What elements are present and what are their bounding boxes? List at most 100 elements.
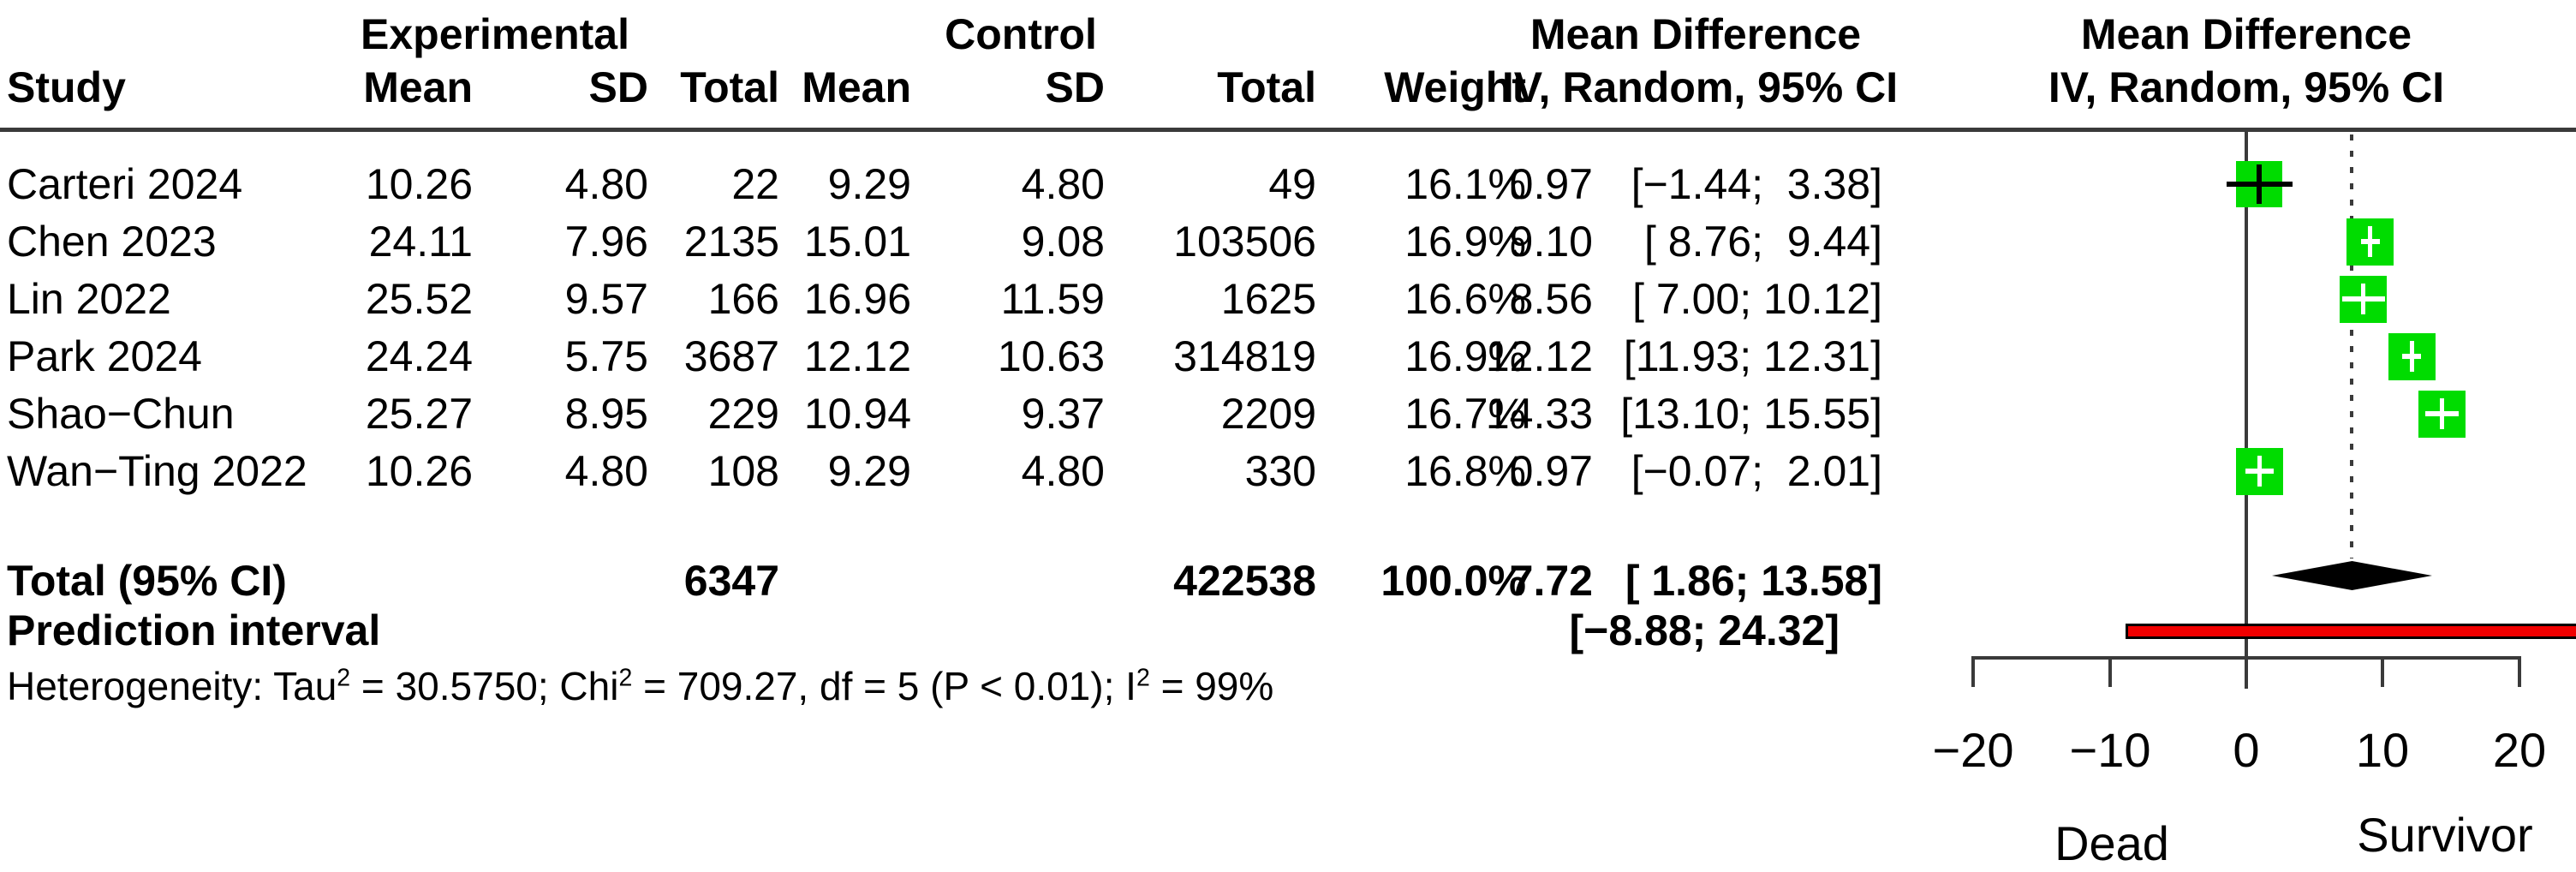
cell-sd-exp: 9.57 <box>564 275 648 323</box>
md-tick <box>2440 398 2444 429</box>
cell-md: 0.97 <box>1509 160 1593 208</box>
study-label: Carteri 2024 <box>7 160 243 208</box>
col-header-sd-ctrl: SD <box>1045 63 1105 111</box>
cell-md: 0.97 <box>1509 447 1593 495</box>
cell-mean-exp: 25.27 <box>365 390 473 438</box>
axis-tick-label: 0 <box>2233 723 2260 777</box>
cell-mean-ctrl: 12.12 <box>803 332 911 380</box>
col-header-study: Study <box>7 63 126 111</box>
total-ctrl-n: 422538 <box>1173 557 1316 605</box>
cell-total-ctrl: 103506 <box>1173 218 1316 266</box>
total-weight: 100.0% <box>1380 557 1526 605</box>
cell-ci: [ 8.76; 9.44] <box>1644 218 1882 266</box>
cell-ci: [−0.07; 2.01] <box>1631 447 1882 495</box>
col-header-mean-ctrl: Mean <box>802 63 911 111</box>
cell-weight: 16.1% <box>1404 160 1526 208</box>
pooled-diamond <box>2272 561 2432 590</box>
heterogeneity-text: Heterogeneity: Tau2 = 30.5750; Chi2 = 70… <box>7 666 1273 706</box>
cell-sd-ctrl: 11.59 <box>1000 275 1105 323</box>
zero-line <box>2245 132 2248 689</box>
cell-total-exp: 229 <box>707 390 779 438</box>
cell-total-ctrl: 314819 <box>1173 332 1316 380</box>
study-label: Park 2024 <box>7 332 202 380</box>
axis-tick <box>2108 656 2112 687</box>
cell-md: 9.10 <box>1509 218 1593 266</box>
cell-mean-ctrl: 15.01 <box>803 218 911 266</box>
cell-weight: 16.9% <box>1404 332 1526 380</box>
cell-mean-ctrl: 9.29 <box>827 160 911 208</box>
prediction-interval-bar <box>2126 624 2576 639</box>
text-segment: = 30.5750; Chi <box>350 664 619 708</box>
cell-total-exp: 166 <box>707 275 779 323</box>
text-segment: = 709.27, df = 5 (P < 0.01); I <box>632 664 1136 708</box>
axis-tick-label: 20 <box>2492 723 2547 777</box>
md-column-title: Mean Difference <box>1530 10 1862 58</box>
cell-ci: [−1.44; 3.38] <box>1631 160 1882 208</box>
cell-sd-exp: 5.75 <box>564 332 648 380</box>
study-label: Lin 2022 <box>7 275 171 323</box>
cell-total-exp: 108 <box>707 447 779 495</box>
col-header-total-ctrl: Total <box>1217 63 1316 111</box>
cell-total-ctrl: 330 <box>1244 447 1316 495</box>
cell-ci: [ 7.00; 10.12] <box>1632 275 1882 323</box>
axis-tick-label: 10 <box>2355 723 2410 777</box>
cell-mean-exp: 10.26 <box>365 160 473 208</box>
md-tick <box>2257 164 2262 204</box>
cell-weight: 16.8% <box>1404 447 1526 495</box>
cell-md: 12.12 <box>1485 332 1593 380</box>
cell-md: 8.56 <box>1509 275 1593 323</box>
md-tick <box>2361 284 2365 314</box>
cell-total-ctrl: 1625 <box>1220 275 1316 323</box>
total-exp-n: 6347 <box>683 557 779 605</box>
cell-ci: [11.93; 12.31] <box>1623 332 1882 380</box>
cell-mean-exp: 24.11 <box>368 218 473 266</box>
cell-sd-ctrl: 4.80 <box>1021 447 1105 495</box>
cell-md: 14.33 <box>1485 390 1593 438</box>
cell-weight: 16.6% <box>1404 275 1526 323</box>
cell-sd-ctrl: 10.63 <box>997 332 1105 380</box>
cell-sd-exp: 4.80 <box>564 447 648 495</box>
md-tick <box>2257 456 2262 487</box>
cell-sd-exp: 4.80 <box>564 160 648 208</box>
prediction-ci: [−8.88; 24.32] <box>1569 606 1840 654</box>
cell-sd-ctrl: 9.37 <box>1021 390 1105 438</box>
plot-header-iv-random: IV, Random, 95% CI <box>2048 63 2445 111</box>
cell-sd-ctrl: 4.80 <box>1021 160 1105 208</box>
superscript: 2 <box>618 664 633 692</box>
cell-sd-ctrl: 9.08 <box>1021 218 1105 266</box>
superscript: 2 <box>1136 664 1150 692</box>
cell-sd-exp: 8.95 <box>564 390 648 438</box>
axis-tick <box>2381 656 2384 687</box>
col-header-mean-exp: Mean <box>363 63 473 111</box>
axis-tick <box>1971 656 1975 687</box>
group-header-control: Control <box>945 10 1097 58</box>
cell-ci: [13.10; 15.55] <box>1620 390 1882 438</box>
cell-mean-ctrl: 16.96 <box>803 275 911 323</box>
cell-weight: 16.7% <box>1404 390 1526 438</box>
axis-label-right: Survivor <box>2357 808 2533 862</box>
header-separator-line <box>0 128 2576 132</box>
study-label: Wan−Ting 2022 <box>7 447 307 495</box>
md-plot-title: Mean Difference <box>2080 10 2412 58</box>
superscript: 2 <box>337 664 351 692</box>
cell-mean-exp: 24.24 <box>365 332 473 380</box>
total-ci: [ 1.86; 13.58] <box>1625 557 1882 605</box>
cell-total-exp: 22 <box>731 160 779 208</box>
axis-tick <box>2245 656 2248 687</box>
md-tick <box>2410 341 2414 372</box>
cell-mean-exp: 10.26 <box>365 447 473 495</box>
cell-total-exp: 3687 <box>683 332 779 380</box>
text-segment: Heterogeneity: Tau <box>7 664 337 708</box>
study-label: Shao−Chun <box>7 390 235 438</box>
text-segment: = 99% <box>1149 664 1274 708</box>
col-header-weight: Weight <box>1384 63 1526 111</box>
axis-tick-label: −20 <box>1932 723 2014 777</box>
pooled-dotted-line <box>2350 134 2353 558</box>
axis-tick-label: −10 <box>2069 723 2151 777</box>
col-header-total-exp: Total <box>680 63 779 111</box>
total-md: 7.72 <box>1509 557 1593 605</box>
cell-mean-exp: 25.52 <box>365 275 473 323</box>
cell-mean-ctrl: 10.94 <box>803 390 911 438</box>
study-label: Chen 2023 <box>7 218 217 266</box>
